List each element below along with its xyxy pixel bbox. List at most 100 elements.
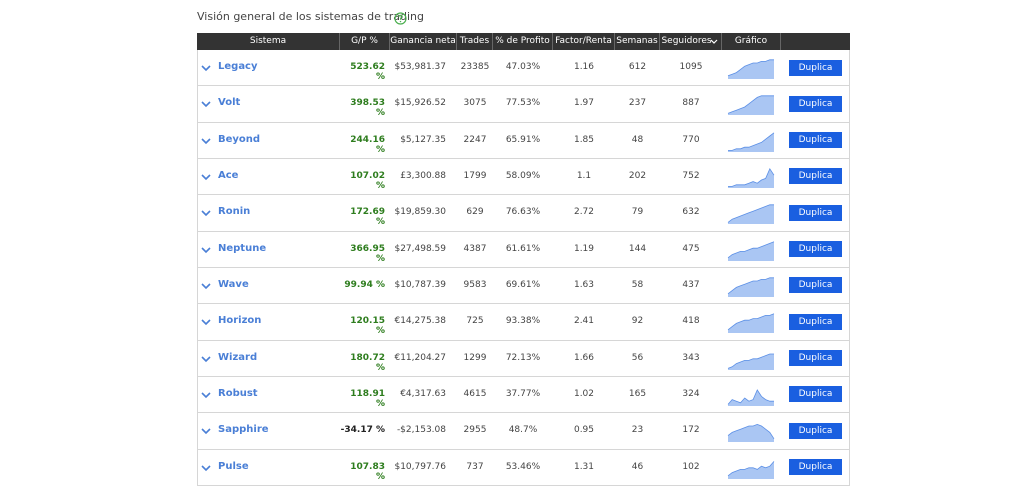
duplicate-button[interactable]: Duplica xyxy=(789,204,842,221)
expand-icon[interactable] xyxy=(201,463,211,473)
system-name[interactable]: Legacy xyxy=(218,61,258,73)
expand-icon[interactable] xyxy=(201,208,211,218)
followers: 475 xyxy=(682,243,700,254)
system-name[interactable]: Sapphire xyxy=(218,424,269,436)
net-gain: €11,204.27 xyxy=(394,352,446,363)
duplicate-button[interactable]: Duplica xyxy=(789,386,842,403)
help-icon[interactable] xyxy=(394,12,407,25)
system-name[interactable]: Beyond xyxy=(218,133,261,145)
table-row xyxy=(197,449,850,486)
profit-factor: 1.66 xyxy=(573,352,595,363)
expand-icon[interactable] xyxy=(201,245,211,255)
expand-icon[interactable] xyxy=(201,426,211,436)
profit-percent: 76.63% xyxy=(505,207,541,218)
net-gain: $15,926.52 xyxy=(394,98,446,109)
profit-percent: 65.91% xyxy=(505,134,541,145)
profit-percent: 58.09% xyxy=(505,171,541,182)
system-name[interactable]: Horizon xyxy=(218,315,262,327)
expand-icon[interactable] xyxy=(201,63,211,73)
system-name[interactable]: Ace xyxy=(218,170,239,182)
column-header[interactable]: Seguidores xyxy=(660,33,722,50)
sparkline xyxy=(727,460,775,479)
profit-factor: 1.1 xyxy=(576,171,592,182)
sparkline xyxy=(727,389,774,406)
net-gain: £3,300.88 xyxy=(400,171,446,182)
weeks: 165 xyxy=(628,389,647,400)
table-row xyxy=(197,340,850,377)
gain-percent: 172.69 % xyxy=(350,207,385,228)
system-name[interactable]: Wave xyxy=(218,279,249,291)
expand-icon[interactable] xyxy=(201,136,211,146)
column-header: Factor/Renta xyxy=(553,33,615,50)
duplicate-button[interactable]: Duplica xyxy=(789,277,842,294)
profit-factor: 0.95 xyxy=(573,425,595,436)
sort-icon[interactable] xyxy=(710,38,718,46)
profit-percent: 48.7% xyxy=(508,425,538,436)
profit-percent: 53.46% xyxy=(505,461,541,472)
duplicate-button[interactable]: Duplica xyxy=(789,350,842,367)
duplicate-button[interactable]: Duplica xyxy=(789,95,842,112)
trades: 9583 xyxy=(463,280,487,291)
table-row xyxy=(197,267,850,305)
table-header xyxy=(197,33,850,50)
column-header: Sistema xyxy=(197,33,340,50)
followers: 343 xyxy=(682,352,700,363)
duplicate-button[interactable]: Duplica xyxy=(789,241,842,258)
sparkline xyxy=(727,277,774,297)
weeks: 612 xyxy=(628,62,647,73)
duplicate-button[interactable]: Duplica xyxy=(789,59,842,76)
profit-factor: 2.41 xyxy=(573,316,595,327)
gain-percent: 244.16 % xyxy=(350,134,385,155)
gain-percent: 118.91 % xyxy=(350,389,385,410)
duplicate-button[interactable]: Duplica xyxy=(789,132,842,149)
expand-icon[interactable] xyxy=(201,281,211,291)
profit-factor: 1.97 xyxy=(573,98,595,109)
expand-icon[interactable] xyxy=(201,390,211,400)
sparkline xyxy=(727,204,774,225)
expand-icon[interactable] xyxy=(201,99,211,109)
trades: 725 xyxy=(466,316,484,327)
gain-percent: 120.15 % xyxy=(350,316,385,337)
expand-icon[interactable] xyxy=(201,172,211,182)
weeks: 79 xyxy=(631,207,644,218)
trades: 4387 xyxy=(463,243,487,254)
system-name[interactable]: Volt xyxy=(218,97,241,109)
system-name[interactable]: Pulse xyxy=(218,460,249,472)
trades: 1799 xyxy=(463,171,487,182)
duplicate-button[interactable]: Duplica xyxy=(789,422,842,439)
trades: 3075 xyxy=(463,98,487,109)
duplicate-button[interactable]: Duplica xyxy=(789,313,842,330)
profit-factor: 1.02 xyxy=(573,389,595,400)
followers: 632 xyxy=(682,207,700,218)
weeks: 92 xyxy=(631,316,644,327)
sparkline xyxy=(727,59,774,79)
trades: 2955 xyxy=(463,425,487,436)
trades: 737 xyxy=(466,461,484,472)
trades: 1299 xyxy=(463,352,487,363)
weeks: 202 xyxy=(628,171,647,182)
weeks: 23 xyxy=(631,425,644,436)
followers: 172 xyxy=(682,425,700,436)
net-gain: $19,859.30 xyxy=(394,207,446,218)
followers: 437 xyxy=(682,280,700,291)
table-row xyxy=(197,304,850,341)
weeks: 46 xyxy=(631,461,644,472)
system-name[interactable]: Robust xyxy=(218,388,258,400)
system-name[interactable]: Ronin xyxy=(218,206,251,218)
expand-icon[interactable] xyxy=(201,317,211,327)
system-name[interactable]: Neptune xyxy=(218,242,267,254)
gain-percent: 99.94 % xyxy=(344,280,385,291)
system-name[interactable]: Wizard xyxy=(218,351,258,363)
column-header: Semanas xyxy=(615,33,660,50)
trades: 2247 xyxy=(463,134,487,145)
profit-percent: 47.03% xyxy=(505,62,541,73)
duplicate-button[interactable]: Duplica xyxy=(789,168,842,185)
sparkline xyxy=(727,424,775,443)
duplicate-button[interactable]: Duplica xyxy=(789,459,842,476)
expand-icon[interactable] xyxy=(201,354,211,364)
followers: 324 xyxy=(682,389,700,400)
profit-percent: 72.13% xyxy=(505,352,541,363)
column-header: Trades xyxy=(457,33,493,50)
followers: 770 xyxy=(682,134,700,145)
